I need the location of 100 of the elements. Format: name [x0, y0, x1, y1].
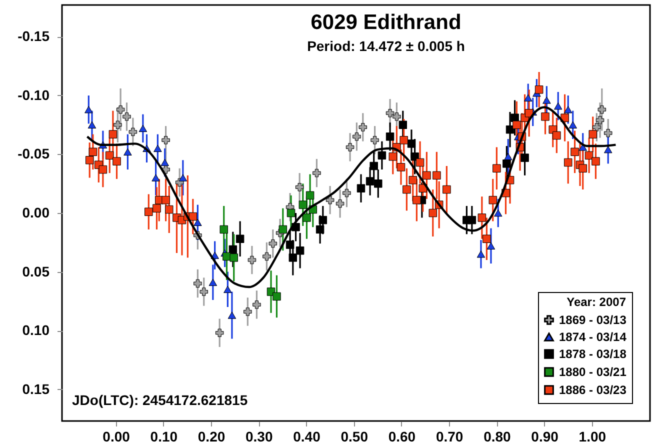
point: [224, 286, 232, 293]
point: [352, 132, 361, 141]
point: [165, 205, 174, 214]
point: [152, 174, 160, 182]
point: [215, 328, 224, 337]
point: [370, 136, 379, 144]
x-tick-label: 0.60: [388, 428, 416, 444]
point: [298, 200, 308, 209]
point: [152, 204, 161, 212]
point: [578, 164, 587, 172]
x-tick-label: 0.80: [484, 428, 512, 444]
point: [432, 171, 441, 180]
legend-label: 1886 - 03/23: [559, 383, 627, 397]
point: [194, 279, 202, 288]
x-tick-label: 0.90: [531, 428, 559, 444]
x-tick-label: 0.20: [198, 428, 226, 444]
point: [128, 128, 138, 136]
y-tick-label: -0.05: [18, 146, 50, 162]
point: [386, 132, 394, 141]
point: [188, 212, 198, 221]
point: [510, 114, 519, 122]
point: [504, 152, 512, 160]
point: [312, 168, 321, 178]
y-tick-label: 0.00: [22, 204, 50, 220]
point: [584, 151, 594, 160]
x-tick-label: 0.10: [150, 428, 178, 444]
point: [98, 165, 108, 174]
point: [392, 112, 401, 121]
point: [398, 120, 408, 129]
point: [388, 152, 398, 161]
point: [442, 185, 451, 194]
point: [116, 105, 125, 114]
point: [358, 123, 368, 132]
point: [494, 209, 502, 217]
point: [502, 160, 511, 168]
point: [318, 216, 328, 224]
point: [114, 120, 122, 129]
point: [124, 148, 132, 156]
y-tick-label: -0.15: [18, 28, 50, 44]
point: [105, 151, 114, 160]
x-tick-label: 0.30: [246, 428, 273, 444]
point: [402, 185, 411, 194]
point: [138, 124, 148, 132]
point: [200, 288, 208, 296]
point: [512, 120, 521, 129]
point: [160, 158, 169, 166]
point: [370, 162, 378, 170]
point: [108, 130, 118, 138]
point: [236, 234, 244, 243]
x-tick-label: 1.00: [578, 428, 606, 444]
point: [568, 121, 577, 128]
x-tick-label: 0.40: [293, 428, 321, 444]
point: [412, 196, 421, 204]
point: [162, 196, 170, 204]
point: [262, 252, 271, 261]
point: [122, 112, 131, 121]
point: [272, 292, 281, 301]
legend-title: Year: 2007: [566, 295, 626, 309]
point: [306, 191, 314, 200]
point: [220, 225, 228, 234]
point: [286, 240, 294, 249]
point: [552, 131, 561, 140]
line-series: [86, 106, 617, 288]
text: Period: 14.472 ± 0.005 h: [307, 38, 465, 54]
point: [408, 176, 418, 184]
point: [592, 157, 600, 166]
point: [570, 148, 579, 156]
legend-label: 1874 - 03/14: [559, 330, 627, 344]
point: [506, 125, 514, 134]
point: [564, 106, 572, 114]
point: [468, 216, 476, 224]
y-tick-label: 0.05: [22, 263, 50, 280]
point: [588, 130, 597, 138]
point: [564, 158, 572, 167]
point: [604, 146, 612, 154]
y-tick-label: 0.15: [22, 380, 50, 397]
y-tick-label: 0.10: [22, 322, 50, 338]
point: [112, 157, 121, 166]
point: [88, 148, 98, 156]
point: [542, 96, 551, 104]
point: [302, 214, 311, 222]
point: [336, 199, 344, 208]
point: [604, 128, 612, 138]
point: [486, 242, 496, 250]
point: [346, 143, 354, 152]
x-tick-label: 0.70: [436, 428, 464, 444]
x-tick-label: 0.50: [340, 428, 368, 444]
point: [428, 208, 438, 218]
legend-label: 1878 - 03/18: [559, 347, 627, 361]
point: [476, 250, 486, 258]
point: [288, 254, 298, 262]
point: [88, 121, 96, 128]
point: [316, 225, 324, 234]
point: [422, 171, 431, 180]
point: [598, 105, 606, 114]
point: [366, 177, 374, 186]
point: [524, 94, 532, 102]
point: [356, 184, 366, 192]
point: [228, 312, 236, 319]
point: [596, 116, 604, 124]
